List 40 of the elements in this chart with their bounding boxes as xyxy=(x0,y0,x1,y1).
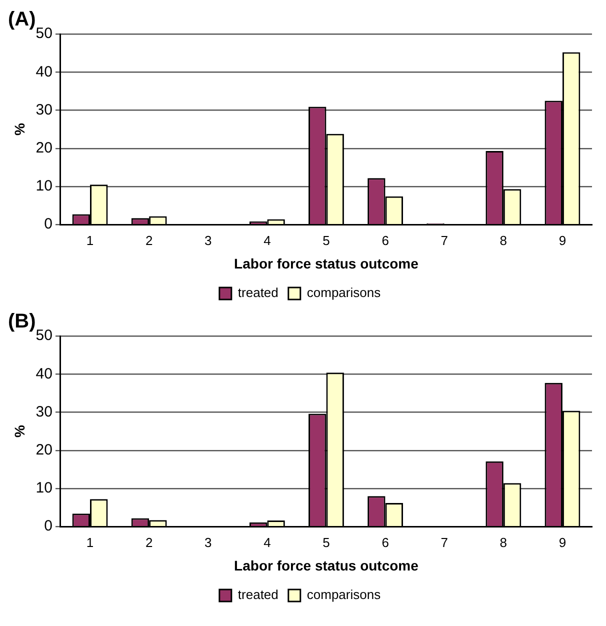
x-axis-title: Labor force status outcome xyxy=(234,557,419,574)
x-tick-label: 1 xyxy=(86,534,94,550)
y-tick-label: 20 xyxy=(36,442,52,458)
x-tick-label: 7 xyxy=(440,232,448,248)
x-tick-label: 4 xyxy=(264,534,271,550)
y-tick-label: 10 xyxy=(36,178,52,195)
y-axis-title: % xyxy=(11,424,28,438)
x-tick-label: 5 xyxy=(322,232,330,248)
y-tick-label: 20 xyxy=(36,140,52,156)
y-tick-label: 10 xyxy=(36,480,52,497)
y-tick-label: 0 xyxy=(44,518,52,535)
x-tick-label: 3 xyxy=(204,232,212,248)
x-tick-label: 1 xyxy=(86,232,94,248)
x-axis-title: Labor force status outcome xyxy=(234,255,419,272)
legend-label: comparisons xyxy=(306,587,382,602)
legend-label: comparisons xyxy=(306,285,382,300)
y-tick-label: 40 xyxy=(36,365,52,382)
x-tick-label: 8 xyxy=(500,534,508,550)
legend-label: treated xyxy=(238,587,278,602)
chart-title: (A) xyxy=(8,8,36,31)
x-tick-label: 4 xyxy=(264,232,271,248)
y-tick-label: 0 xyxy=(44,216,52,233)
y-axis-title: % xyxy=(11,122,28,136)
y-tick-label: 30 xyxy=(36,403,52,420)
x-tick-label: 9 xyxy=(558,534,566,550)
y-tick-label: 30 xyxy=(36,101,52,118)
x-tick-label: 6 xyxy=(382,232,389,248)
x-tick-label: 2 xyxy=(145,534,153,550)
x-tick-label: 3 xyxy=(204,534,212,550)
x-tick-label: 8 xyxy=(500,232,508,248)
x-tick-label: 2 xyxy=(145,232,153,248)
y-tick-label: 40 xyxy=(36,63,52,80)
legend-label: treated xyxy=(238,285,278,300)
x-tick-label: 6 xyxy=(382,534,389,550)
y-tick-label: 50 xyxy=(36,25,52,42)
x-tick-label: 9 xyxy=(558,232,566,248)
x-tick-label: 7 xyxy=(440,534,448,550)
chart-title: (B) xyxy=(8,310,36,333)
x-tick-label: 5 xyxy=(322,534,330,550)
y-tick-label: 50 xyxy=(36,327,52,344)
